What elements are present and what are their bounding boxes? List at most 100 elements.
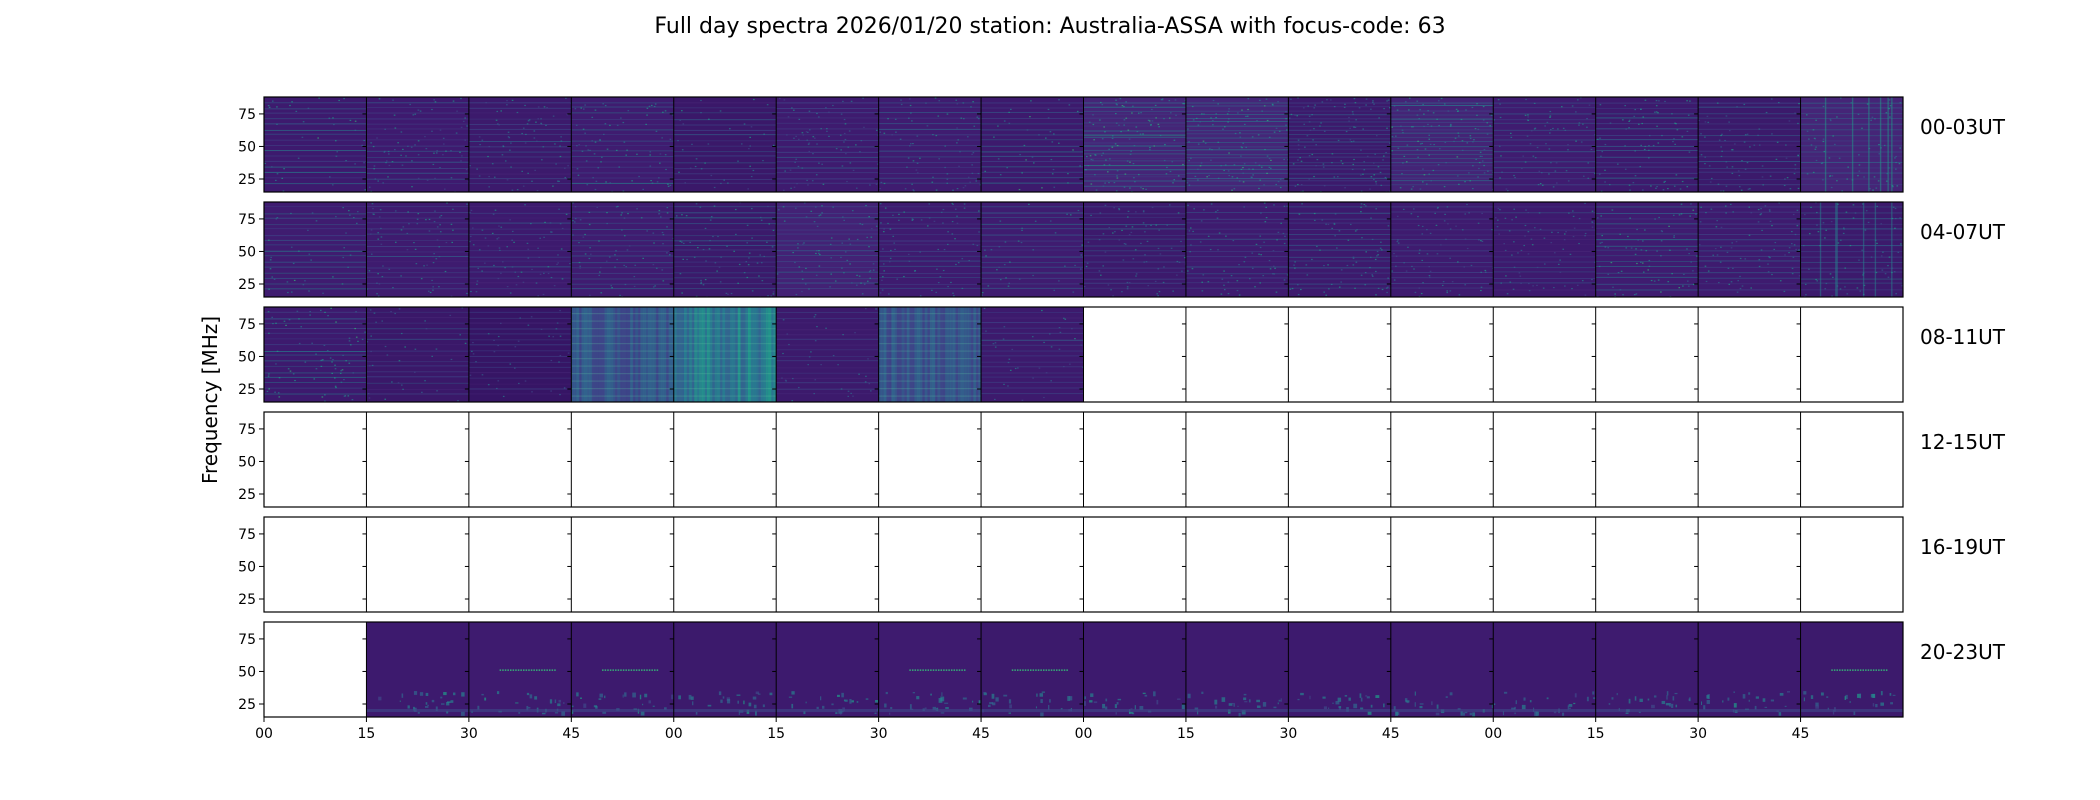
speckle xyxy=(1256,120,1258,122)
speckle xyxy=(1134,249,1137,251)
speckle xyxy=(865,307,867,310)
speckle xyxy=(883,228,885,230)
speckle xyxy=(565,213,568,215)
speckle xyxy=(750,175,753,178)
panel-background xyxy=(1083,622,1186,717)
speckle xyxy=(1333,105,1336,108)
speckle xyxy=(1283,279,1286,281)
panel-background xyxy=(776,622,879,717)
emission-line xyxy=(1493,151,1596,153)
noise-blip xyxy=(1703,705,1706,710)
emission-line xyxy=(264,155,367,157)
speckle xyxy=(342,206,344,209)
speckle xyxy=(423,265,425,267)
noise-blip xyxy=(1102,703,1106,709)
spectral-column xyxy=(724,307,729,402)
speckle xyxy=(377,273,379,275)
speckle xyxy=(871,227,873,230)
speckle xyxy=(1436,207,1439,209)
speckle xyxy=(1175,114,1177,116)
spectral-column xyxy=(927,307,931,402)
speckle xyxy=(1678,287,1681,289)
speckle xyxy=(795,158,797,160)
spectral-column xyxy=(914,307,918,402)
low-band xyxy=(571,709,674,712)
spectrum-panel xyxy=(1185,622,1289,717)
speckle xyxy=(1132,162,1135,165)
emission-line xyxy=(878,250,982,252)
panel-background xyxy=(1083,202,1186,297)
speckle xyxy=(1504,217,1507,219)
speckle xyxy=(1330,283,1333,286)
speckle xyxy=(795,207,797,209)
speckle xyxy=(1769,256,1771,259)
speckle xyxy=(962,187,965,189)
speckle xyxy=(1599,242,1602,244)
emission-line xyxy=(1800,282,1903,284)
spectrum-panel xyxy=(981,517,1084,612)
emission-line xyxy=(878,150,982,152)
speckle xyxy=(994,346,997,348)
speckle xyxy=(795,135,797,137)
emission-line xyxy=(878,260,982,262)
speckle xyxy=(1397,147,1400,149)
speckle xyxy=(740,143,743,145)
spectrum-panel xyxy=(981,97,1084,192)
speckle xyxy=(1533,227,1536,229)
spectral-column xyxy=(614,307,618,402)
speckle xyxy=(1569,253,1572,255)
speckle xyxy=(1300,160,1303,162)
speckle xyxy=(1283,158,1285,161)
emission-line xyxy=(776,355,879,357)
speckle xyxy=(1102,265,1104,267)
speckle xyxy=(772,229,775,231)
speckle xyxy=(1453,140,1455,143)
speckle xyxy=(1228,108,1230,110)
speckle xyxy=(772,293,775,295)
speckle xyxy=(1397,242,1400,244)
speckle xyxy=(1268,259,1271,262)
noise-blip xyxy=(1332,702,1334,704)
speckle xyxy=(602,103,604,105)
noise-blip xyxy=(561,711,566,716)
speckle xyxy=(751,207,753,210)
speckle xyxy=(1408,109,1410,111)
speckle xyxy=(1383,155,1385,157)
speckle xyxy=(816,143,818,145)
emission-line xyxy=(1595,276,1699,278)
speckle xyxy=(425,328,428,330)
speckle xyxy=(376,137,378,139)
speckle xyxy=(1009,369,1012,371)
vertical-streak xyxy=(1868,97,1870,192)
speckle xyxy=(424,320,426,322)
noise-blip xyxy=(1568,704,1573,707)
speckle xyxy=(550,359,553,362)
speckle xyxy=(1313,107,1316,109)
speckle xyxy=(1247,108,1249,111)
emission-line xyxy=(1288,218,1391,220)
speckle xyxy=(1063,365,1065,368)
speckle xyxy=(1731,242,1733,244)
noise-blip xyxy=(1727,697,1730,701)
speckle xyxy=(572,220,574,222)
noise-blip xyxy=(752,696,757,700)
speckle xyxy=(808,129,811,131)
emission-line xyxy=(366,112,469,114)
speckle xyxy=(1223,270,1225,272)
empty-panel xyxy=(366,517,469,612)
speckle xyxy=(1779,280,1782,282)
noise-blip xyxy=(1237,705,1239,707)
speckle xyxy=(1360,174,1362,176)
speckle xyxy=(530,316,533,318)
speckle xyxy=(387,150,390,153)
spectrum-panel xyxy=(571,97,674,192)
emission-line xyxy=(776,233,879,235)
speckle xyxy=(925,102,927,104)
speckle xyxy=(1233,164,1236,166)
noise-blip xyxy=(460,711,465,716)
speckle xyxy=(932,176,934,178)
emission-line xyxy=(878,388,982,390)
speckle xyxy=(760,262,763,264)
noise-blip xyxy=(1638,711,1641,714)
speckle xyxy=(1346,264,1349,267)
